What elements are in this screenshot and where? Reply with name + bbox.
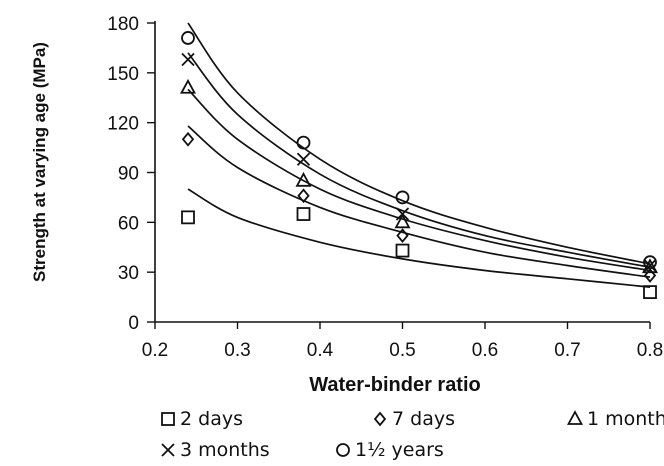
data-point-square [395, 243, 410, 258]
x-axis-title: Water-binder ratio [309, 374, 481, 396]
y-tick-label: 120 [107, 114, 139, 135]
data-point-circle [181, 31, 195, 45]
fit-curve-4 [187, 52, 651, 269]
data-point-circle [296, 135, 311, 150]
y-tick-label: 60 [118, 213, 139, 234]
fit-curve-1 [187, 188, 651, 288]
x-tick-label: 0.7 [554, 340, 580, 361]
y-tick-label: 90 [118, 164, 139, 185]
data-point-circle [643, 255, 657, 270]
data-point-diamond [396, 228, 409, 244]
legend-label: 1½ years [355, 439, 444, 461]
data-point-square [643, 285, 657, 300]
legend-marker-cross [161, 443, 175, 457]
data-point-cross [296, 152, 311, 166]
data-point-circle [395, 190, 410, 205]
legend-marker-triangle [566, 410, 584, 425]
x-tick-label: 0.4 [307, 340, 334, 361]
legend-marker-square [161, 412, 175, 426]
data-point-triangle [179, 78, 197, 94]
legend-label: 2 days [180, 408, 243, 430]
data-point-triangle [394, 213, 411, 229]
data-point-triangle [295, 171, 312, 187]
legend-label: 1 month [587, 408, 664, 430]
y-axis-title: Strength at varying age (MPa) [30, 42, 49, 282]
legend-label: 7 days [392, 408, 455, 430]
x-tick-label: 0.2 [142, 340, 168, 361]
data-point-square [181, 210, 195, 225]
x-tick-label: 0.3 [224, 340, 250, 361]
data-point-square [296, 207, 311, 221]
legend-marker-diamond [373, 411, 387, 427]
y-tick-label: 150 [107, 64, 139, 85]
fit-curve-5 [187, 22, 651, 265]
x-tick-label: 0.8 [637, 340, 663, 361]
data-markers [179, 31, 659, 300]
data-point-diamond [181, 131, 195, 147]
fit-curves [187, 22, 651, 288]
fit-curve-3 [187, 88, 651, 272]
data-point-cross [395, 207, 410, 221]
y-tick-label: 0 [128, 313, 139, 334]
legend-label: 3 months [180, 439, 270, 461]
data-point-cross [181, 52, 195, 67]
legend: 2 days 7 days 1 month 3 months 1½ years [161, 408, 664, 461]
fit-curve-2 [187, 125, 651, 278]
legend-marker-circle [336, 443, 350, 457]
data-point-cross [643, 258, 657, 273]
y-tick-label: 30 [118, 263, 139, 284]
x-tick-label: 0.5 [389, 340, 415, 361]
data-point-diamond [643, 268, 657, 283]
axes: 0 30 60 90 120 150 180 0.2 0.3 0.4 0.5 0.6 0.7 0.8 [107, 14, 663, 361]
y-tick-label: 180 [107, 14, 139, 35]
x-tick-label: 0.6 [472, 340, 498, 361]
data-point-diamond [297, 188, 310, 204]
